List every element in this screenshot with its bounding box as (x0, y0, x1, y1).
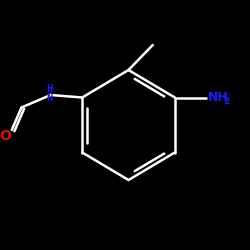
Text: O: O (0, 129, 12, 143)
Text: NH: NH (208, 91, 228, 104)
Text: H
N: H N (46, 84, 52, 103)
Text: 2: 2 (223, 96, 229, 106)
